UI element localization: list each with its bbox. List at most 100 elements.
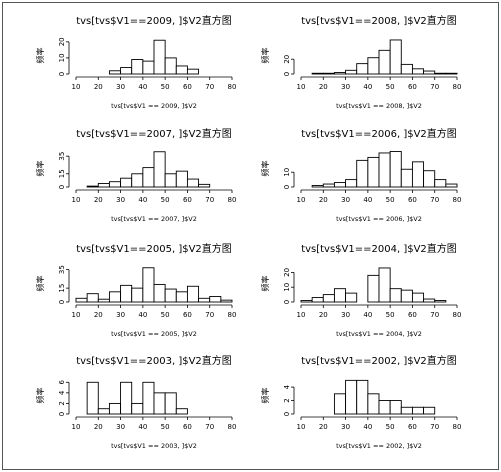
histogram-bar xyxy=(434,300,447,303)
x-tick-label: 30 xyxy=(116,311,125,319)
histogram-bar xyxy=(445,72,458,75)
x-tick-label: 10 xyxy=(72,83,81,91)
histogram-bar xyxy=(142,381,155,415)
x-tick-label: 60 xyxy=(183,83,192,91)
histogram-bar xyxy=(389,39,402,75)
histogram-bar xyxy=(333,288,347,303)
histogram-bar xyxy=(164,57,177,75)
histogram-bar xyxy=(378,267,391,303)
x-axis-label: tvs[tvs$V1 == 2009, ]$V2 xyxy=(111,102,197,110)
x-tick-label: 80 xyxy=(228,196,237,204)
histogram-bar xyxy=(434,72,447,75)
x-tick-label: 60 xyxy=(183,423,192,431)
x-tick-label: 30 xyxy=(341,311,350,319)
histogram-bar xyxy=(175,408,188,415)
x-axis-label: tvs[tvs$V1 == 2007, ]$V2 xyxy=(111,215,197,223)
x-tick-label: 70 xyxy=(205,423,214,431)
histogram-bar xyxy=(131,59,144,75)
histogram-bar xyxy=(322,294,335,303)
histogram-bar xyxy=(164,288,177,303)
x-tick-label: 50 xyxy=(161,83,170,91)
x-tick-label: 40 xyxy=(363,196,372,204)
x-tick-label: 40 xyxy=(138,83,147,91)
x-tick-label: 50 xyxy=(386,196,395,204)
x-tick-label: 20 xyxy=(319,311,328,319)
histogram-bar xyxy=(86,381,99,415)
histogram-bar xyxy=(367,156,380,188)
y-tick-label: 4 xyxy=(283,384,291,389)
histogram-bar xyxy=(97,408,110,415)
x-tick-label: 20 xyxy=(94,83,103,91)
x-tick-label: 20 xyxy=(94,196,103,204)
histogram-bar xyxy=(108,402,122,415)
y-tick-label: 6 xyxy=(58,380,66,385)
x-tick-label: 20 xyxy=(319,423,328,431)
histogram-bar xyxy=(389,151,402,188)
histogram-bar xyxy=(423,406,436,415)
x-tick-label: 20 xyxy=(94,423,103,431)
histogram-bar xyxy=(378,49,391,75)
y-tick-label: 0 xyxy=(58,412,66,416)
y-tick-label: 20 xyxy=(58,37,66,46)
histogram-bar xyxy=(131,173,144,188)
histogram-bar xyxy=(97,298,110,303)
histogram-bar xyxy=(367,57,380,75)
x-tick-label: 20 xyxy=(94,311,103,319)
x-tick-label: 70 xyxy=(205,83,214,91)
y-axis-label: 频率 xyxy=(35,161,45,177)
chart-title: tvs[tvs$V1==2009, ]$V2直方图 xyxy=(76,14,232,27)
y-axis-label: 频率 xyxy=(260,276,270,292)
histogram-bar xyxy=(153,151,166,188)
histogram-bar xyxy=(389,288,402,303)
histogram-bar xyxy=(411,161,425,188)
histogram-bar xyxy=(209,296,222,303)
histogram-bar xyxy=(186,178,200,188)
histogram-panel-5: tvs[tvs$V1==2005, ]$V2直方图 10 20 30 40 50 60 70 8… xyxy=(35,242,236,338)
y-tick-label: 20 xyxy=(283,268,291,277)
histogram-bar xyxy=(108,291,122,303)
y-tick-label: 0 xyxy=(283,72,291,76)
x-tick-label: 70 xyxy=(430,196,439,204)
y-tick-label: 0 xyxy=(58,185,66,189)
histogram-bar xyxy=(164,173,177,188)
histogram-bar xyxy=(333,393,347,415)
x-tick-label: 70 xyxy=(430,311,439,319)
histogram-bar xyxy=(322,72,335,75)
y-axis-label: 频率 xyxy=(260,48,270,64)
histogram-bar xyxy=(389,400,402,415)
y-axis-label: 频率 xyxy=(35,276,45,292)
histogram-bar xyxy=(175,291,188,303)
histogram-bar xyxy=(311,185,324,188)
x-tick-label: 10 xyxy=(72,423,81,431)
x-tick-label: 70 xyxy=(430,423,439,431)
x-tick-label: 80 xyxy=(453,196,462,204)
histogram-bar xyxy=(142,167,155,188)
chart-title: tvs[tvs$V1==2008, ]$V2直方图 xyxy=(301,14,457,27)
histogram-bar xyxy=(131,287,144,303)
x-tick-label: 40 xyxy=(138,196,147,204)
histogram-bar xyxy=(153,39,166,75)
x-tick-label: 40 xyxy=(363,83,372,91)
histogram-bar xyxy=(131,402,144,415)
y-tick-label: 0 xyxy=(58,300,66,304)
histogram-bar xyxy=(423,170,436,188)
histogram-bar xyxy=(423,298,436,303)
histogram-bar xyxy=(356,159,369,188)
histogram-bar xyxy=(120,284,133,303)
y-tick-label: 0 xyxy=(283,412,291,416)
histogram-bar xyxy=(322,183,335,188)
histogram-panel-1: tvs[tvs$V1==2009, ]$V2直方图 10 20 30 40 50 60 70 8… xyxy=(35,14,236,110)
x-tick-label: 10 xyxy=(72,196,81,204)
x-axis-label: tvs[tvs$V1 == 2005, ]$V2 xyxy=(111,330,197,338)
histogram-bar xyxy=(164,392,177,415)
y-tick-label: 0 xyxy=(283,185,291,189)
x-tick-label: 30 xyxy=(116,423,125,431)
y-tick-label: 35 xyxy=(58,265,66,274)
x-tick-label: 30 xyxy=(341,83,350,91)
x-axis-label: tvs[tvs$V1 == 2002, ]$V2 xyxy=(336,442,422,450)
y-axis-label: 频率 xyxy=(260,388,270,404)
histogram-bar xyxy=(86,293,99,303)
y-tick-label: 15 xyxy=(58,284,66,293)
